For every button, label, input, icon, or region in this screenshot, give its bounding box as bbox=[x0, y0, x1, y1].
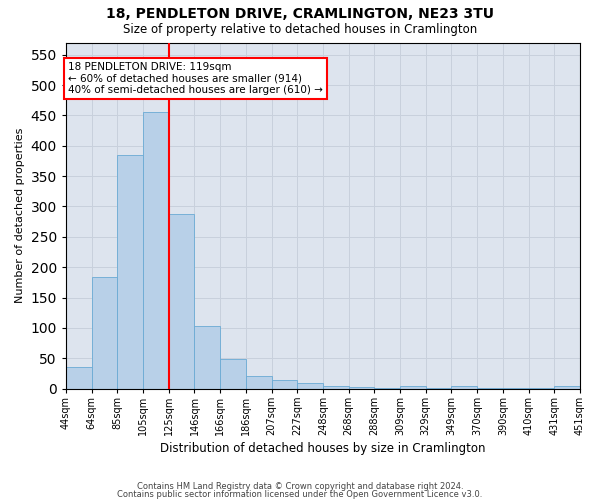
Bar bbox=[451, 386, 477, 388]
Bar bbox=[92, 278, 118, 388]
Bar bbox=[323, 386, 349, 388]
Bar bbox=[272, 380, 297, 388]
Bar bbox=[169, 214, 194, 388]
Text: Size of property relative to detached houses in Cramlington: Size of property relative to detached ho… bbox=[123, 22, 477, 36]
Bar bbox=[297, 382, 323, 388]
Bar bbox=[194, 326, 220, 388]
Bar bbox=[554, 386, 580, 388]
Text: 18 PENDLETON DRIVE: 119sqm
← 60% of detached houses are smaller (914)
40% of sem: 18 PENDLETON DRIVE: 119sqm ← 60% of deta… bbox=[68, 62, 323, 95]
X-axis label: Distribution of detached houses by size in Cramlington: Distribution of detached houses by size … bbox=[160, 442, 486, 455]
Bar bbox=[118, 155, 143, 388]
Text: Contains public sector information licensed under the Open Government Licence v3: Contains public sector information licen… bbox=[118, 490, 482, 499]
Text: Contains HM Land Registry data © Crown copyright and database right 2024.: Contains HM Land Registry data © Crown c… bbox=[137, 482, 463, 491]
Bar bbox=[143, 112, 169, 388]
Bar bbox=[66, 368, 92, 388]
Text: 18, PENDLETON DRIVE, CRAMLINGTON, NE23 3TU: 18, PENDLETON DRIVE, CRAMLINGTON, NE23 3… bbox=[106, 8, 494, 22]
Bar bbox=[349, 387, 374, 388]
Bar bbox=[400, 386, 426, 388]
Bar bbox=[246, 376, 272, 388]
Y-axis label: Number of detached properties: Number of detached properties bbox=[15, 128, 25, 303]
Bar bbox=[220, 360, 246, 388]
